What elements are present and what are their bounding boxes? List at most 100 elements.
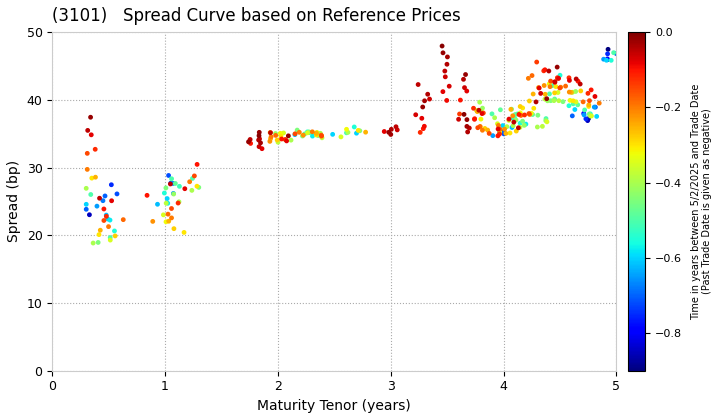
Point	[543, 68, 554, 74]
Point	[530, 99, 541, 105]
Point	[166, 205, 177, 212]
Point	[532, 112, 544, 118]
Point	[486, 110, 498, 117]
Point	[270, 130, 282, 137]
Point	[553, 75, 564, 82]
Point	[264, 138, 276, 145]
Point	[508, 119, 520, 126]
Point	[316, 133, 328, 139]
Point	[514, 120, 526, 126]
Point	[577, 99, 589, 105]
Point	[166, 215, 177, 221]
Point	[104, 217, 116, 223]
Point	[342, 129, 354, 136]
Point	[552, 64, 563, 71]
Point	[472, 124, 484, 131]
Point	[172, 200, 184, 206]
Point	[158, 212, 169, 218]
Point	[315, 132, 327, 139]
Point	[494, 126, 505, 133]
Point	[422, 91, 433, 97]
Point	[527, 91, 539, 97]
Point	[90, 174, 102, 181]
Point	[601, 56, 613, 63]
Point	[540, 115, 552, 122]
Point	[538, 68, 549, 74]
Point	[469, 116, 480, 122]
Point	[192, 183, 203, 189]
Point	[161, 200, 172, 207]
Point	[102, 215, 114, 222]
Point	[512, 110, 523, 117]
Point	[536, 123, 548, 130]
Point	[539, 66, 551, 73]
Point	[578, 112, 590, 118]
Point	[544, 81, 555, 87]
Point	[82, 127, 94, 134]
Point	[541, 118, 553, 125]
Point	[85, 114, 96, 121]
Point	[253, 136, 264, 143]
Point	[545, 78, 557, 84]
Point	[86, 175, 97, 181]
Point	[472, 108, 483, 115]
Point	[477, 127, 488, 134]
Point	[483, 130, 495, 137]
Point	[270, 132, 282, 139]
Point	[111, 191, 122, 197]
Point	[458, 76, 469, 83]
Point	[517, 118, 528, 125]
Point	[327, 131, 338, 138]
Point	[531, 123, 543, 130]
Point	[441, 97, 452, 104]
Point	[545, 97, 557, 104]
Point	[503, 117, 515, 124]
Point	[564, 77, 575, 84]
Point	[294, 129, 305, 136]
Point	[549, 96, 560, 102]
Point	[311, 129, 323, 136]
Point	[461, 116, 472, 123]
Point	[540, 117, 552, 124]
Point	[575, 81, 586, 87]
Point	[585, 110, 596, 117]
Point	[282, 132, 294, 139]
Point	[256, 145, 268, 152]
Point	[591, 113, 603, 120]
Point	[266, 134, 277, 140]
Point	[531, 59, 542, 66]
Point	[503, 116, 515, 123]
Point	[492, 132, 504, 139]
Point	[101, 212, 112, 218]
Point	[507, 113, 518, 119]
Point	[81, 150, 93, 157]
Point	[304, 129, 315, 136]
Point	[117, 216, 129, 223]
Point	[272, 139, 284, 146]
Point	[552, 74, 563, 81]
Point	[316, 132, 328, 139]
Point	[179, 229, 190, 236]
Point	[570, 98, 582, 105]
Point	[563, 74, 575, 81]
Point	[281, 137, 292, 144]
Point	[611, 50, 622, 57]
Point	[606, 57, 617, 64]
Point	[163, 172, 174, 179]
Point	[494, 129, 505, 135]
Point	[588, 104, 600, 110]
Point	[487, 132, 498, 139]
Point	[468, 105, 480, 112]
Point	[253, 132, 265, 139]
Point	[510, 128, 522, 134]
Point	[312, 131, 324, 138]
Point	[523, 75, 534, 82]
Point	[158, 190, 170, 197]
Point	[265, 135, 276, 142]
Point	[245, 140, 256, 147]
Point	[523, 110, 535, 117]
Point	[416, 115, 428, 122]
Point	[513, 124, 524, 131]
Point	[348, 123, 360, 130]
Point	[162, 200, 174, 207]
